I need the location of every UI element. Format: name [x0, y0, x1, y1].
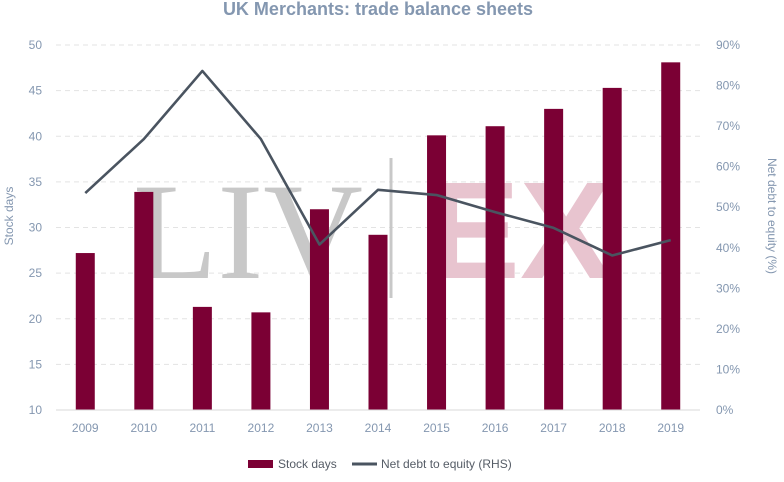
y-tick-label-right: 10%: [716, 362, 740, 376]
y-tick-label-right: 90%: [716, 38, 740, 52]
y-tick-label-right: 50%: [716, 200, 740, 214]
x-tick-label: 2015: [423, 421, 450, 435]
axes: 10 15 20 25 30 35 40 45 50 0% 10% 20% 30% 40% 50% 60% 70…: [29, 38, 741, 435]
line-path: [84, 69, 672, 257]
x-tick-label: 2013: [306, 421, 333, 435]
x-tick-label: 2014: [365, 421, 392, 435]
x-tick-label: 2016: [482, 421, 509, 435]
chart-title: UK Merchants: trade balance sheets: [223, 0, 533, 19]
y-tick-label-right: 30%: [716, 281, 740, 295]
bar: [192, 306, 212, 410]
bar: [485, 126, 505, 411]
watermark-right-text: EX: [428, 154, 612, 308]
y-tick-label-left: 50: [29, 38, 43, 52]
bar: [309, 209, 329, 410]
x-tick-label: 2012: [248, 421, 275, 435]
bar: [134, 191, 154, 410]
bar: [368, 234, 388, 410]
x-tick-label: 2010: [130, 421, 157, 435]
y-tick-label-left: 35: [29, 175, 43, 189]
legend: Stock days Net debt to equity (RHS): [248, 457, 512, 471]
bar: [544, 108, 564, 410]
y-tick-label-right: 0%: [716, 403, 734, 417]
bar: [427, 135, 447, 410]
y-tick-label-left: 10: [29, 403, 43, 417]
y-tick-label-left: 40: [29, 129, 43, 143]
y-axis-right-title: Net debt to equity (%): [765, 158, 779, 274]
y-axis-left-title: Stock days: [2, 187, 16, 246]
bar-series-stock-days: [75, 62, 681, 411]
bar: [661, 62, 681, 411]
y-tick-label-right: 40%: [716, 241, 740, 255]
y-tick-label-left: 30: [29, 221, 43, 235]
line-series-net-debt: [84, 69, 672, 257]
y-tick-label-left: 45: [29, 84, 43, 98]
x-tick-label: 2019: [657, 421, 684, 435]
y-tick-label-left: 20: [29, 312, 43, 326]
bar: [602, 87, 622, 410]
legend-swatch-stock-days: [248, 460, 273, 468]
y-tick-label-right: 70%: [716, 119, 740, 133]
y-tick-label-right: 80%: [716, 79, 740, 93]
bar: [75, 253, 95, 410]
bar: [251, 312, 271, 410]
legend-label-net-debt: Net debt to equity (RHS): [381, 457, 512, 471]
x-tick-label: 2018: [599, 421, 626, 435]
legend-label-stock-days: Stock days: [278, 457, 337, 471]
y-tick-label-right: 60%: [716, 160, 740, 174]
x-tick-label: 2017: [540, 421, 567, 435]
y-tick-label-left: 25: [29, 266, 43, 280]
y-tick-label-right: 20%: [716, 322, 740, 336]
x-tick-label: 2009: [72, 421, 99, 435]
x-tick-label: 2011: [189, 421, 215, 435]
y-tick-label-left: 15: [29, 357, 43, 371]
